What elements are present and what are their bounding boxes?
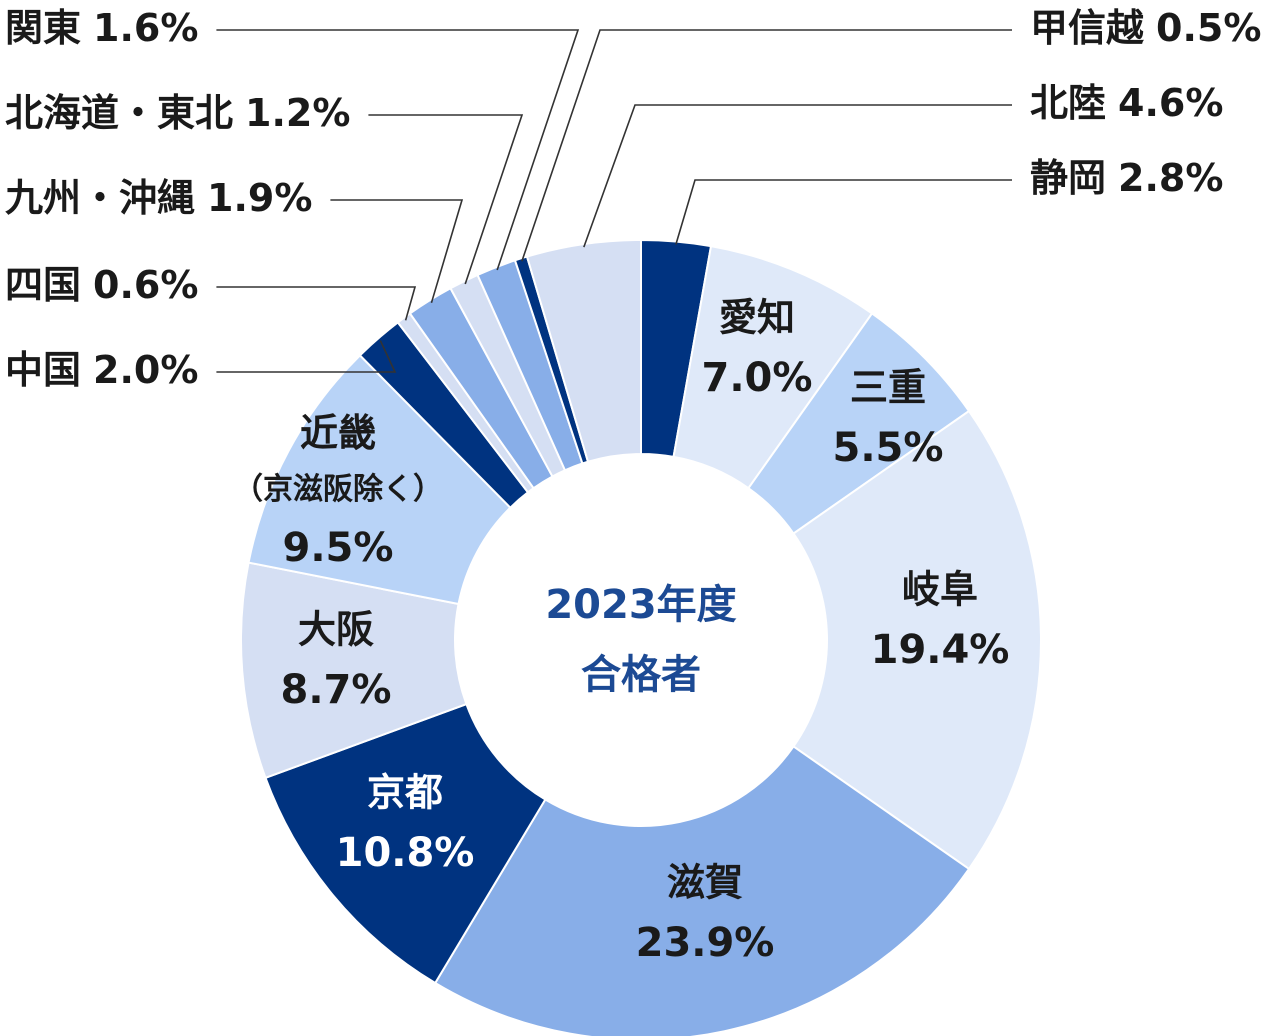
segment-value: 23.9%: [636, 920, 775, 966]
segment-name: 滋賀: [667, 861, 743, 905]
center-label: 2023年度: [545, 582, 736, 628]
segment-name: 岐阜: [902, 568, 978, 612]
label-name: 北海道・東北: [5, 91, 233, 135]
leader-line: [675, 179, 1012, 245]
segment-name: 京都: [367, 771, 443, 815]
label-value: 2.0%: [93, 348, 198, 392]
label-name: 北陸: [1030, 81, 1106, 125]
leader-line: [521, 29, 1012, 262]
segment-name: 大阪: [298, 608, 374, 652]
leader-line: [216, 286, 417, 321]
leader-line: [583, 104, 1012, 248]
label-name: 関東: [5, 6, 81, 50]
label-value: 1.6%: [93, 6, 198, 50]
outside-label: 九州・沖縄 1.9%: [5, 176, 312, 220]
label-value: 2.8%: [1118, 156, 1223, 200]
outside-label: 北陸 4.6%: [1030, 81, 1223, 125]
donut-segment: [240, 561, 468, 780]
label-name: 九州・沖縄: [5, 176, 195, 220]
outside-label: 北海道・東北 1.2%: [5, 91, 350, 135]
segment-name: 愛知: [719, 296, 795, 340]
donut-segment: [433, 745, 971, 1036]
center-label: 合格者: [581, 652, 701, 698]
segment-value: 10.8%: [336, 830, 475, 876]
outside-label: 甲信越 0.5%: [1030, 6, 1261, 50]
label-value: 4.6%: [1118, 81, 1223, 125]
segment-name: 三重: [850, 366, 926, 410]
leader-line: [216, 340, 397, 373]
segment-value: 7.0%: [702, 355, 813, 401]
outside-label: 中国 2.0%: [5, 348, 198, 392]
segment-value: 5.5%: [833, 425, 944, 471]
label-value: 0.6%: [93, 263, 198, 307]
segment-value: 8.7%: [281, 667, 392, 713]
donut-segment: [247, 353, 512, 606]
outside-label: 静岡 2.8%: [1030, 156, 1223, 200]
label-name: 中国: [5, 348, 81, 392]
donut-segment: [525, 238, 642, 463]
segment-value: 19.4%: [871, 627, 1010, 673]
label-name: 静岡: [1030, 156, 1106, 200]
label-name: 四国: [5, 263, 81, 307]
outside-label: 四国 0.6%: [5, 263, 198, 307]
leader-line: [330, 199, 464, 304]
label-value: 1.2%: [245, 91, 350, 135]
label-name: 甲信越: [1030, 6, 1145, 50]
label-value: 0.5%: [1156, 6, 1261, 50]
donut-segment: [792, 409, 1043, 871]
outside-label: 関東 1.6%: [5, 6, 198, 50]
donut-segment: [264, 702, 547, 985]
segment-name: 近畿（京滋阪除く）: [233, 411, 443, 507]
leader-line: [368, 114, 524, 285]
segment-value: 9.5%: [283, 525, 394, 571]
leader-line: [216, 29, 580, 271]
label-value: 1.9%: [207, 176, 312, 220]
